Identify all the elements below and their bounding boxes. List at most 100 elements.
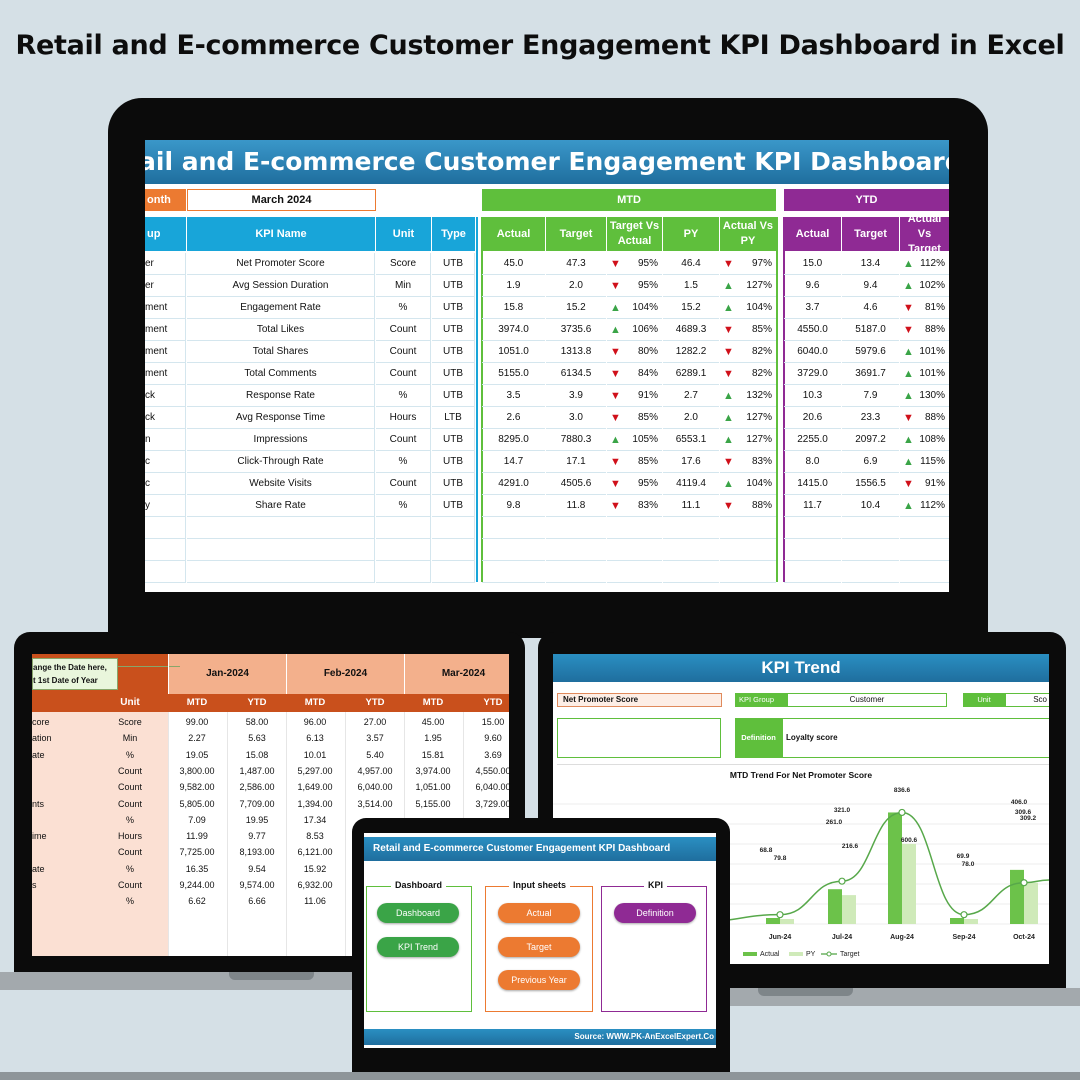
value-cell[interactable]: 6.62 <box>188 896 206 907</box>
value-cell[interactable]: 4,550.00 <box>475 765 509 776</box>
up-arrow-icon: ▲ <box>903 500 914 512</box>
value-cell[interactable]: 9.77 <box>248 831 266 842</box>
kpi-cell-unit: Count <box>376 341 431 363</box>
empty-cell <box>482 517 545 539</box>
value-cell[interactable]: 5.63 <box>248 733 266 744</box>
kpi-cell-yt: 10.4 <box>842 495 899 517</box>
value-cell[interactable]: 3,974.00 <box>415 765 451 776</box>
percent-value: 127% <box>746 280 772 291</box>
value-cell[interactable]: 45.00 <box>421 717 445 727</box>
value-cell[interactable]: 19.95 <box>245 814 269 825</box>
target-point <box>838 877 846 885</box>
down-arrow-icon: ▼ <box>610 412 621 424</box>
kpi-select-dropdown[interactable]: Net Promoter Score <box>557 693 722 707</box>
value-cell[interactable]: 3,729.00 <box>475 798 509 809</box>
value-cell[interactable]: 58.00 <box>245 717 269 727</box>
value-cell[interactable]: 8.53 <box>306 831 324 842</box>
value-cell[interactable]: 10.01 <box>303 749 327 760</box>
percent-value: 127% <box>746 412 772 423</box>
value-cell[interactable]: 5,155.00 <box>415 798 451 809</box>
kpi-cell-name: Avg Session Duration <box>187 275 375 297</box>
value-cell[interactable]: 9.54 <box>248 863 266 874</box>
value-cell[interactable]: 1,487.00 <box>239 765 275 776</box>
value-cell[interactable]: 3.69 <box>484 749 502 760</box>
value-cell[interactable]: 5,805.00 <box>179 798 215 809</box>
kpi-cell-p2: ▲ 127% <box>720 429 776 451</box>
value-cell[interactable]: 4,957.00 <box>357 765 393 776</box>
kpi-cell-unit: Hours <box>376 407 431 429</box>
value-cell[interactable]: 1,051.00 <box>415 782 451 793</box>
value-cell[interactable]: 27.00 <box>363 717 387 727</box>
empty-cell <box>784 539 841 561</box>
up-arrow-icon: ▲ <box>903 346 914 358</box>
kpi-trend-button[interactable]: KPI Trend <box>377 937 459 957</box>
kpi-cell-group: ck <box>145 407 186 429</box>
kpi-cell-name: Avg Response Time <box>187 407 375 429</box>
down-arrow-icon: ▼ <box>723 500 734 512</box>
kpi-cell-unit: Count <box>376 473 431 495</box>
unit-cell: Count <box>117 880 143 890</box>
value-cell[interactable]: 11.06 <box>304 896 326 907</box>
legend-py-label: PY <box>806 951 816 958</box>
value-cell[interactable]: 9,244.00 <box>179 880 215 890</box>
value-cell[interactable]: 19.05 <box>185 749 209 760</box>
value-cell[interactable]: 9.60 <box>484 733 502 744</box>
target-button[interactable]: Target <box>498 937 580 957</box>
kpi-cell-a: 15.8 <box>482 297 545 319</box>
value-cell[interactable]: 6.66 <box>248 896 266 907</box>
value-cell[interactable]: 6,040.00 <box>475 782 509 793</box>
value-cell[interactable]: 1,394.00 <box>297 798 333 809</box>
value-cell[interactable]: 9,574.00 <box>239 880 275 890</box>
value-cell[interactable]: 7.09 <box>188 814 206 825</box>
value-cell[interactable]: 99.00 <box>185 717 209 727</box>
value-cell[interactable]: 3.57 <box>366 733 384 744</box>
value-cell[interactable]: 6.13 <box>306 733 324 744</box>
target-line <box>702 811 1049 923</box>
kpi-row-label: ate <box>32 749 45 760</box>
value-cell[interactable]: 1,649.00 <box>297 782 333 793</box>
value-cell[interactable]: 6,040.00 <box>357 782 393 793</box>
value-cell[interactable]: 6,121.00 <box>297 847 333 858</box>
value-cell[interactable]: 5,297.00 <box>297 765 333 776</box>
value-cell[interactable]: 2,586.00 <box>239 782 275 793</box>
actual-button[interactable]: Actual <box>498 903 580 923</box>
empty-cell <box>720 539 776 561</box>
unit-cell: % <box>125 896 134 907</box>
value-cell[interactable]: 1.95 <box>424 733 442 744</box>
value-cell[interactable]: 96.00 <box>303 717 327 727</box>
value-cell[interactable]: 15.92 <box>303 863 327 874</box>
value-cell[interactable]: 15.81 <box>421 749 445 760</box>
value-cell[interactable]: 17.34 <box>303 814 327 825</box>
down-arrow-icon: ▼ <box>723 346 734 358</box>
value-cell[interactable]: 7,709.00 <box>239 798 275 809</box>
empty-cell <box>145 561 186 583</box>
definition-button[interactable]: Definition <box>614 903 696 923</box>
value-cell[interactable]: 11.99 <box>186 831 208 842</box>
value-cell[interactable]: 15.00 <box>481 717 505 727</box>
kpi-cell-p2: ▲ 127% <box>720 407 776 429</box>
unit-cell: Count <box>117 782 143 793</box>
value-cell[interactable]: 6,932.00 <box>297 880 333 890</box>
value-cell[interactable]: 16.35 <box>185 863 209 874</box>
down-arrow-icon: ▼ <box>903 478 914 490</box>
kpi-cell-group: ck <box>145 385 186 407</box>
kpi-cell-p1: ▲ 104% <box>607 297 662 319</box>
value-cell[interactable]: 9,582.00 <box>179 782 215 793</box>
value-cell[interactable]: 15.08 <box>245 749 269 760</box>
unit-cell: Count <box>117 798 143 809</box>
kpi-row-label: ime <box>32 831 47 842</box>
value-cell[interactable]: 3,800.00 <box>179 765 215 776</box>
legend-target-marker <box>826 951 832 957</box>
month-select[interactable]: March 2024 <box>187 189 376 211</box>
dashboard-button[interactable]: Dashboard <box>377 903 459 923</box>
kpi-cell-p3: ▲ 112% <box>900 253 949 275</box>
kpi-cell-unit: Count <box>376 429 431 451</box>
ytd-sub-header: YTD <box>483 697 503 708</box>
value-cell[interactable]: 7,725.00 <box>179 847 215 858</box>
previous-year-button[interactable]: Previous Year <box>498 970 580 990</box>
kpi-cell-name: Impressions <box>187 429 375 451</box>
value-cell[interactable]: 5.40 <box>366 749 384 760</box>
value-cell[interactable]: 2.27 <box>188 733 206 744</box>
value-cell[interactable]: 3,514.00 <box>357 798 393 809</box>
value-cell[interactable]: 8,193.00 <box>239 847 275 858</box>
